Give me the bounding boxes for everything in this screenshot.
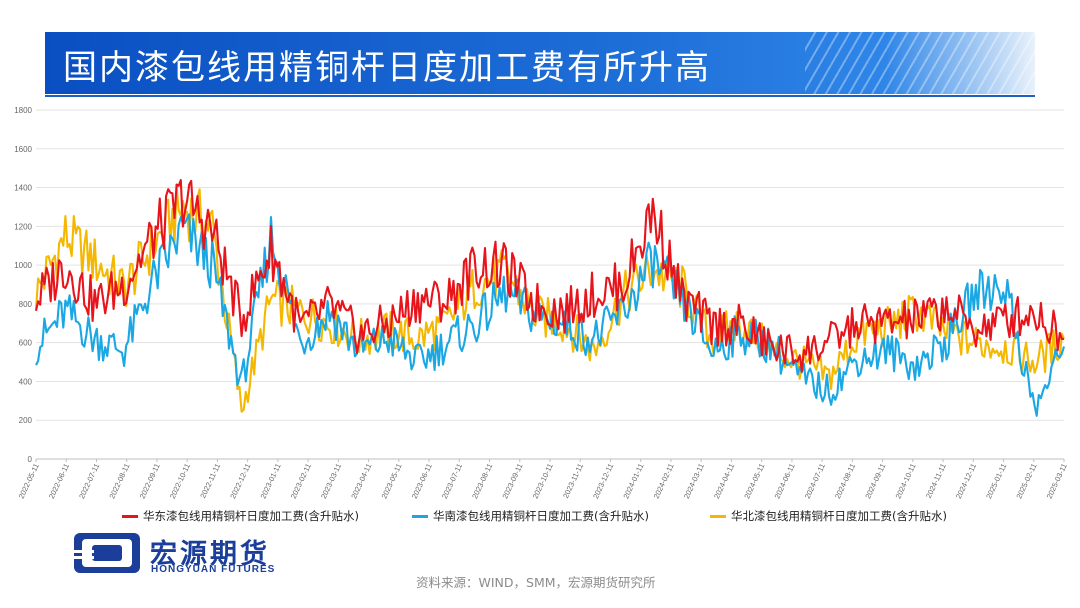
x-tick-label-2023-02-11: 2023-02-11 [289,462,313,500]
x-tick-label-2022-10-11: 2022-10-11 [168,462,192,500]
x-tick-label-2025-02-11: 2025-02-11 [1014,462,1038,500]
legend-label-north: 华北漆包线用精铜杆日度加工费(含升贴水) [731,509,947,523]
x-tick-label-2023-04-11: 2023-04-11 [349,462,373,500]
x-tick-label-2023-11-11: 2023-11-11 [561,462,585,500]
line-chart: 0 200 400 600 800 1000 1200 1400 1600 1800 2022-05… [14,106,1069,500]
legend-label-east: 华东漆包线用精铜杆日度加工费(含升贴水) [143,509,359,523]
x-tick-label-2022-12-11: 2022-12-11 [228,462,252,500]
company-logo: 宏源期货 HONGYUAN FUTURES [72,530,312,580]
logo-mark-icon [74,533,140,573]
x-tick-label-2022-08-11: 2022-08-11 [107,462,131,500]
x-tick-label-2023-12-11: 2023-12-11 [591,462,615,500]
x-tick-label-2024-11-11: 2024-11-11 [924,462,948,500]
title-banner: 国内漆包线用精铜杆日度加工费有所升高 [45,32,1035,94]
x-tick-label-2025-03-11: 2025-03-11 [1045,462,1069,500]
x-tick-label-2023-05-11: 2023-05-11 [379,462,403,500]
legend-label-south: 华南漆包线用精铜杆日度加工费(含升贴水) [433,509,649,523]
legend-item-north: 华北漆包线用精铜杆日度加工费(含升贴水) [710,508,947,524]
data-source-note: 资料来源：WIND，SMM，宏源期货研究所 [416,575,656,590]
x-tick-label-2024-10-11: 2024-10-11 [893,462,917,500]
x-tick-label-2023-01-11: 2023-01-11 [259,462,283,500]
legend-item-south: 华南漆包线用精铜杆日度加工费(含升贴水) [412,508,649,524]
x-tick-label-2022-07-11: 2022-07-11 [77,462,101,500]
y-tick-label-1600: 1600 [14,145,32,154]
series-line-south [35,213,1066,417]
x-tick-label-2024-05-11: 2024-05-11 [742,462,766,500]
x-tick-label-2023-08-11: 2023-08-11 [470,462,494,500]
y-tick-label-200: 200 [19,416,33,425]
y-tick-label-1800: 1800 [14,106,32,115]
chart-legend: 华东漆包线用精铜杆日度加工费(含升贴水) 华南漆包线用精铜杆日度加工费(含升贴水… [0,508,1080,526]
y-tick-label-400: 400 [19,377,33,386]
x-tick-label-2024-09-11: 2024-09-11 [863,462,887,500]
y-tick-label-600: 600 [19,339,33,348]
legend-swatch-south [412,514,428,518]
y-tick-label-1000: 1000 [14,261,32,270]
x-tick-label-2023-10-11: 2023-10-11 [531,462,555,500]
x-tick-label-2022-09-11: 2022-09-11 [138,462,162,500]
x-tick-label-2024-03-11: 2024-03-11 [682,462,706,500]
x-tick-label-2024-02-11: 2024-02-11 [652,462,676,500]
x-tick-label-2023-09-11: 2023-09-11 [500,462,524,500]
page-title: 国内漆包线用精铜杆日度加工费有所升高 [63,48,711,88]
y-tick-label-1400: 1400 [14,184,32,193]
logo-text-cn: 宏源期货 [150,539,270,570]
legend-item-east: 华东漆包线用精铜杆日度加工费(含升贴水) [122,508,359,524]
legend-swatch-east [122,514,138,518]
series-line-east [34,179,1065,373]
y-tick-label-800: 800 [19,300,33,309]
legend-swatch-north [710,514,726,518]
logo-text-en: HONGYUAN FUTURES [151,564,276,575]
y-tick-label-0: 0 [28,455,33,464]
x-tick-label-2024-04-11: 2024-04-11 [712,462,736,500]
x-tick-label-2023-07-11: 2023-07-11 [440,462,464,500]
banner-underline [45,95,1035,97]
y-tick-label-1200: 1200 [14,222,32,231]
x-tick-label-2024-01-11: 2024-01-11 [621,462,645,500]
x-tick-label-2023-06-11: 2023-06-11 [410,462,434,500]
x-tick-label-2024-12-11: 2024-12-11 [954,462,978,500]
banner-decoration [805,32,1035,94]
x-tick-label-2022-06-11: 2022-06-11 [47,462,71,500]
x-tick-label-2025-01-11: 2025-01-11 [984,462,1008,500]
x-tick-label-2024-06-11: 2024-06-11 [773,462,797,500]
x-tick-label-2022-05-11: 2022-05-11 [17,462,41,500]
x-tick-label-2022-11-11: 2022-11-11 [198,462,222,500]
x-tick-label-2023-03-11: 2023-03-11 [319,462,343,500]
x-tick-label-2024-07-11: 2024-07-11 [803,462,827,500]
x-tick-label-2024-08-11: 2024-08-11 [833,462,857,500]
